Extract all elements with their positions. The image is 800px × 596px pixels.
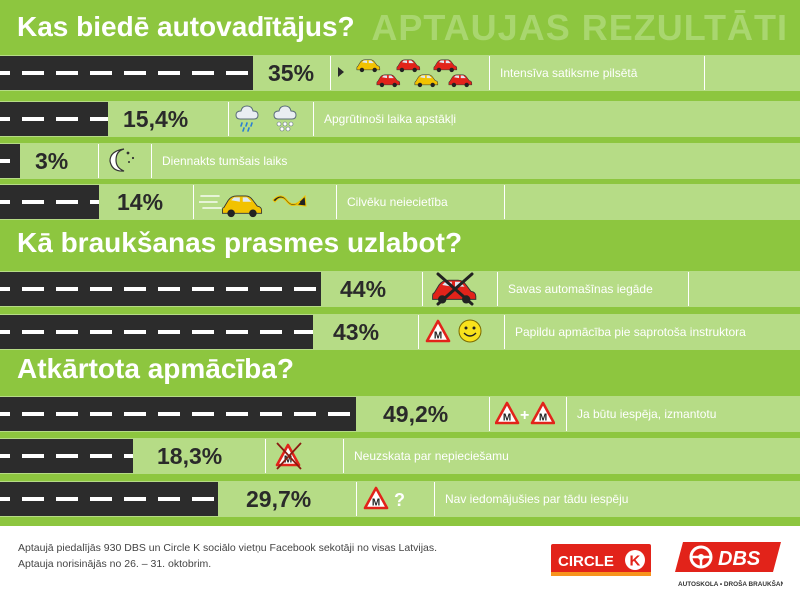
dbs-logo: DBS AUTOSKOLA • DROŠA BRAUKŠANA: [675, 542, 783, 588]
bar-row: 43% M Papildu apmācība pie saprotoša ins…: [0, 314, 800, 350]
bar-category-label: Nav iedomājušies par tādu iespēju: [434, 482, 628, 516]
speeding-car-icon: [199, 194, 307, 218]
bar-value-label: 15,4%: [123, 106, 189, 132]
cell-divider: [356, 482, 357, 516]
bar-category-label: Apgrūtinoši laika apstākļi: [313, 102, 456, 136]
section-heading-skills: Kā braukšanas prasmes uzlabot?: [17, 227, 463, 258]
cell-divider: [330, 56, 331, 90]
learner-plus-learner-icon: M + M: [495, 401, 555, 425]
bar-row: 44% Savas automašīnas iegāde: [0, 271, 800, 307]
road-bar: [0, 56, 253, 90]
road-bar: [0, 185, 99, 219]
cell-divider: [489, 397, 490, 431]
road-bar: [0, 102, 108, 136]
svg-text:K: K: [630, 553, 641, 570]
row-strip: [0, 101, 800, 137]
bar-row: 35% Intensīva satiksme pilsētā: [0, 55, 800, 91]
moon-stars-icon: [109, 148, 135, 172]
results-banner: APTAUJAS REZULTĀTI: [371, 7, 788, 48]
bar-value-label: 49,2%: [383, 401, 449, 427]
cell-divider: [265, 439, 266, 473]
bar-row: 49,2% M + M Ja būtu iespēja, izmantotu: [0, 396, 800, 432]
cell-divider: [688, 272, 689, 306]
bar-row: 18,3% M Neuzskata par nepieciešamu: [0, 438, 800, 474]
learner-smiley-icon: M: [425, 319, 482, 343]
road-bar: [0, 144, 20, 178]
road-bar: [0, 482, 218, 516]
bar-value-label: 35%: [268, 60, 315, 86]
row-strip: [0, 438, 800, 474]
road-bar: [0, 439, 133, 473]
bar-value-label: 18,3%: [157, 443, 223, 469]
svg-text:CIRCLE: CIRCLE: [558, 553, 614, 570]
row-strip: [0, 143, 800, 179]
cell-divider: [422, 272, 423, 306]
bar-value-label: 29,7%: [246, 486, 312, 512]
bar-category-label: Ja būtu iespēja, izmantotu: [566, 397, 716, 431]
learner-question-icon: M ?: [363, 486, 405, 510]
svg-text:DBS: DBS: [718, 548, 761, 570]
crossed-learner-icon: M: [275, 442, 302, 470]
svg-text:M: M: [284, 455, 292, 466]
bar-category-label: Diennakts tumšais laiks: [151, 144, 287, 178]
footer-line-1: Aptaujā piedalījās 930 DBS un Circle K s…: [18, 542, 438, 554]
cell-divider: [418, 315, 419, 349]
footer-note: Aptaujā piedalījās 930 DBS un Circle K s…: [18, 540, 437, 572]
road-bar: [0, 272, 321, 306]
rain-snow-cloud-icon: [235, 105, 297, 132]
circle-k-logo: CIRCLE K: [551, 544, 651, 576]
cell-divider: [193, 185, 194, 219]
road-bar: [0, 397, 356, 431]
svg-text:+: +: [520, 407, 529, 424]
road-bar: [0, 315, 313, 349]
cell-divider: [98, 144, 99, 178]
cell-divider: [504, 185, 505, 219]
bar-row: 14% Cilvēku neiecietība: [0, 184, 800, 220]
bar-value-label: 44%: [340, 276, 387, 302]
svg-text:M: M: [539, 413, 547, 424]
bar-value-label: 3%: [35, 148, 69, 174]
bar-category-label: Papildu apmācība pie saprotoša instrukto…: [504, 315, 746, 349]
bar-category-label: Savas automašīnas iegāde: [497, 272, 653, 306]
bar-category-label: Intensīva satiksme pilsētā: [489, 56, 637, 90]
section-heading-fears: Kas biedē autovadītājus?: [17, 11, 355, 42]
svg-text:?: ?: [394, 490, 405, 510]
bar-row: 29,7% M ? Nav iedomājušies par tādu iespē…: [0, 481, 800, 517]
cell-divider: [228, 102, 229, 136]
svg-text:M: M: [372, 498, 380, 509]
svg-text:M: M: [503, 413, 511, 424]
bar-row: 15,4% Apgrūtinoši laika apstākļi: [0, 101, 800, 137]
bar-category-label: Neuzskata par nepieciešamu: [343, 439, 509, 473]
bar-value-label: 43%: [333, 319, 380, 345]
dbs-tagline: AUTOSKOLA • DROŠA BRAUKŠANA: [678, 579, 783, 588]
crossed-car-icon: [432, 272, 477, 306]
bar-value-label: 14%: [117, 189, 164, 215]
cell-divider: [704, 56, 705, 90]
row-strip: [0, 184, 800, 220]
bar-row: 3% Diennakts tumšais laiks: [0, 143, 800, 179]
section-heading-retraining: Atkārtota apmācība?: [17, 353, 294, 384]
bar-category-label: Cilvēku neiecietība: [336, 185, 448, 219]
svg-text:M: M: [434, 331, 442, 342]
traffic-cars-icon: [338, 59, 473, 88]
footer-line-2: Aptauja norisinājās no 26. – 31. oktobri…: [18, 558, 212, 570]
